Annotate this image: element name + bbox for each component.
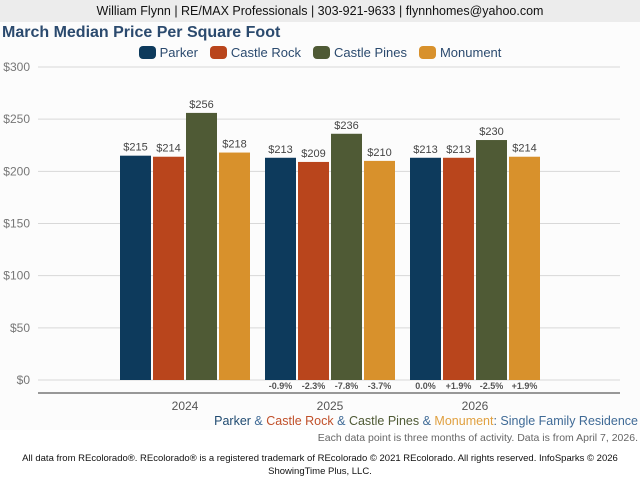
series-description-part: &	[250, 414, 267, 428]
y-tick-label: $200	[3, 164, 30, 178]
data-label: $256	[189, 99, 213, 111]
bar	[298, 161, 329, 380]
x-tick-label: 2024	[172, 399, 199, 413]
legend-item-parker[interactable]: Parker	[138, 45, 198, 60]
bar	[410, 157, 441, 380]
data-label: $214	[156, 143, 180, 155]
chart-title: March Median Price Per Square Foot	[2, 24, 281, 41]
change-label: -7.8%	[335, 381, 359, 391]
change-label: -0.9%	[269, 381, 293, 391]
bar	[331, 133, 362, 380]
data-label: $210	[367, 147, 391, 159]
bar	[219, 152, 250, 380]
legend-item-castle-rock[interactable]: Castle Rock	[209, 45, 301, 60]
x-tick-label: 2025	[317, 399, 344, 413]
data-note: Each data point is three months of activ…	[317, 432, 638, 444]
data-label: $213	[268, 144, 292, 156]
bar	[186, 112, 217, 380]
legend-item-castle-pines[interactable]: Castle Pines	[312, 45, 407, 60]
data-label: $213	[413, 144, 437, 156]
copyright-line-1: All data from REcolorado®. REcolorado® i…	[22, 453, 618, 464]
change-label: -3.7%	[368, 381, 392, 391]
legend-label: Castle Pines	[333, 45, 407, 60]
data-label: $218	[222, 139, 246, 151]
change-label: +1.9%	[512, 381, 538, 391]
change-label: 0.0%	[415, 381, 436, 391]
y-tick-label: $250	[3, 112, 30, 126]
copyright-notice: All data from REcolorado®. REcolorado® i…	[0, 452, 640, 478]
data-label: $215	[123, 142, 147, 154]
legend-item-monument[interactable]: Monument	[418, 45, 502, 60]
y-tick-label: $300	[3, 60, 30, 74]
data-label: $209	[301, 148, 325, 160]
bar	[364, 160, 395, 380]
bar	[153, 156, 184, 380]
legend-swatch	[312, 46, 330, 59]
legend-swatch	[418, 46, 436, 59]
x-tick-label: 2026	[462, 399, 489, 413]
series-description: Parker & Castle Rock & Castle Pines & Mo…	[214, 414, 638, 428]
data-label: $214	[512, 143, 536, 155]
series-description-part: Monument	[434, 414, 494, 428]
change-label: -2.5%	[480, 381, 504, 391]
legend: Parker Castle Rock Castle Pines Monument	[0, 45, 640, 60]
series-description-part: Castle Rock	[266, 414, 334, 428]
y-tick-label: $50	[10, 321, 30, 335]
change-label: +1.9%	[446, 381, 472, 391]
legend-swatch	[138, 46, 156, 59]
legend-label: Parker	[159, 45, 198, 60]
series-description-part: Castle Pines	[348, 414, 420, 428]
y-tick-label: $0	[17, 373, 31, 387]
copyright-line-2: ShowingTime Plus, LLC.	[268, 466, 372, 477]
legend-label: Monument	[439, 45, 502, 60]
y-tick-label: $150	[3, 217, 30, 231]
legend-label: Castle Rock	[230, 45, 301, 60]
series-description-part: Parker	[214, 414, 251, 428]
bar	[476, 140, 507, 380]
data-label: $236	[334, 120, 358, 132]
series-description-part: : Single Family Residence	[493, 414, 638, 428]
y-tick-label: $100	[3, 269, 30, 283]
series-description-part: &	[419, 414, 435, 428]
data-label: $230	[479, 126, 503, 138]
bar	[509, 156, 540, 380]
bar	[265, 157, 296, 380]
series-description-part: &	[333, 414, 349, 428]
change-label: -2.3%	[302, 381, 326, 391]
bar	[120, 155, 151, 380]
legend-swatch	[209, 46, 227, 59]
data-label: $213	[446, 144, 470, 156]
bar	[443, 157, 474, 380]
agent-contact-bar: William Flynn | RE/MAX Professionals | 3…	[0, 0, 640, 22]
